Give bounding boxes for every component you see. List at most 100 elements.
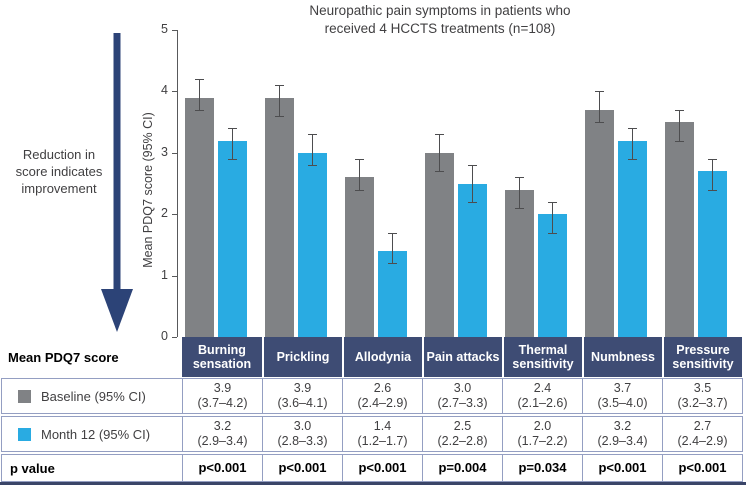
annotation-line3: improvement [21,181,97,196]
bar-baseline [665,122,694,337]
category-header-cell: Pressure sensitivity [662,337,742,377]
y-tick [172,153,177,154]
bar-baseline [425,153,454,337]
error-bar-cap-top [628,128,637,129]
annotation-line1: Reduction in [22,147,96,162]
cell-mean: 1.4 [373,418,392,433]
error-bar [472,165,473,202]
y-tick [172,214,177,215]
cell-ci: (2.1–2.6) [517,396,568,410]
error-bar [279,85,280,116]
y-tick [172,337,177,338]
error-bar [632,128,633,159]
error-bar [359,159,360,190]
cell-mean: 3.9 [213,380,232,395]
legend-row-label: Baseline (95% CI) [2,379,182,413]
error-bar-cap-bottom [275,116,284,117]
category-header-cell: Numbness [582,337,662,377]
error-bar-cap-bottom [595,122,604,123]
error-bar-cap-bottom [355,190,364,191]
error-bar-cap-top [308,134,317,135]
error-bar [232,128,233,159]
table-cell: 2.4 (2.1–2.6) [502,379,582,413]
cell-mean: 3.2 [613,418,632,433]
p-value-cell: p<0.001 [342,455,422,481]
table-cell: 3.5 (3.2–3.7) [662,379,742,413]
bar-baseline [505,190,534,337]
error-bar [312,134,313,165]
p-value-cell: p<0.001 [262,455,342,481]
table-cell: 3.9 (3.7–4.2) [182,379,262,413]
p-value-cell: p<0.001 [582,455,662,481]
p-value-cell: p=0.004 [422,455,502,481]
p-value-cell: p=0.034 [502,455,582,481]
table-cell: 3.2 (2.9–3.4) [582,417,662,451]
error-bar-cap-bottom [468,202,477,203]
cell-ci: (2.9–3.4) [597,434,648,448]
table-cell: 1.4 (1.2–1.7) [342,417,422,451]
chart-title-line1: Neuropathic pain symptoms in patients wh… [309,3,571,18]
cell-mean: 3.0 [453,380,472,395]
cell-ci: (2.4–2.9) [357,396,408,410]
chart-title-line2: received 4 HCCTS treatments (n=108) [324,21,556,36]
y-tick-label: 3 [161,145,168,159]
error-bar-cap-bottom [515,208,524,209]
reduction-annotation: Reduction in score indicates improvement [0,146,118,197]
error-bar [392,233,393,263]
row-label-text: Baseline (95% CI) [41,388,146,404]
y-axis-label: Mean PDQ7 score (95% CI) [141,112,155,268]
p-value-cell: p<0.001 [182,455,262,481]
table-cell: 2.7 (2.4–2.9) [662,417,742,451]
bar-month12 [218,141,247,337]
table-cell: 2.6 (2.4–2.9) [342,379,422,413]
error-bar-cap-bottom [708,190,717,191]
category-header-cell: Burning sensation [182,337,262,377]
row-label-text: Month 12 (95% CI) [41,426,151,442]
bar-baseline [585,110,614,337]
cell-mean: 2.5 [453,418,472,433]
y-tick-label: 0 [161,329,168,343]
category-header-cell: Pain attacks [422,337,502,377]
legend-swatch-month12 [18,427,31,441]
error-bar-cap-bottom [548,233,557,234]
p-value-cell: p<0.001 [662,455,742,481]
chart-title: Neuropathic pain symptoms in patients wh… [160,2,720,38]
down-arrow-icon [101,33,133,332]
cell-mean: 3.5 [693,380,712,395]
error-bar-cap-bottom [675,141,684,142]
bar-month12 [298,153,327,337]
cell-mean: 3.2 [213,418,232,433]
table-bottom-border [0,482,746,485]
table-cell: 3.0 (2.8–3.3) [262,417,342,451]
error-bar-cap-bottom [628,159,637,160]
y-tick-label: 1 [161,268,168,282]
cell-ci: (3.6–4.1) [277,396,328,410]
error-bar [519,177,520,208]
cell-ci: (3.2–3.7) [677,396,728,410]
p-value-row-label: p value [2,455,182,481]
error-bar [679,110,680,141]
category-header-cell: Allodynia [342,337,422,377]
error-bar [439,134,440,171]
bar-month12 [618,141,647,337]
cell-mean: 3.7 [613,380,632,395]
cell-ci: (3.7–4.2) [197,396,248,410]
y-tick-label: 2 [161,206,168,220]
y-tick [172,30,177,31]
bar-month12 [378,251,407,337]
error-bar [712,159,713,190]
table-cell: 3.9 (3.6–4.1) [262,379,342,413]
error-bar [552,202,553,233]
table-corner-label: Mean PDQ7 score [8,349,119,365]
cell-mean: 2.7 [693,418,712,433]
cell-mean: 2.6 [373,380,392,395]
category-header-cell: Thermal sensitivity [502,337,582,377]
y-tick-label: 4 [161,83,168,97]
cell-ci: (1.2–1.7) [357,434,408,448]
cell-ci: (1.7–2.2) [517,434,568,448]
category-header-cell: Prickling [262,337,342,377]
table-row: Month 12 (95% CI) 3.2 (2.9–3.4) 3.0 (2.8–3.3… [1,416,743,452]
legend-row-label: Month 12 (95% CI) [2,417,182,451]
y-tick-label: 5 [161,22,168,36]
